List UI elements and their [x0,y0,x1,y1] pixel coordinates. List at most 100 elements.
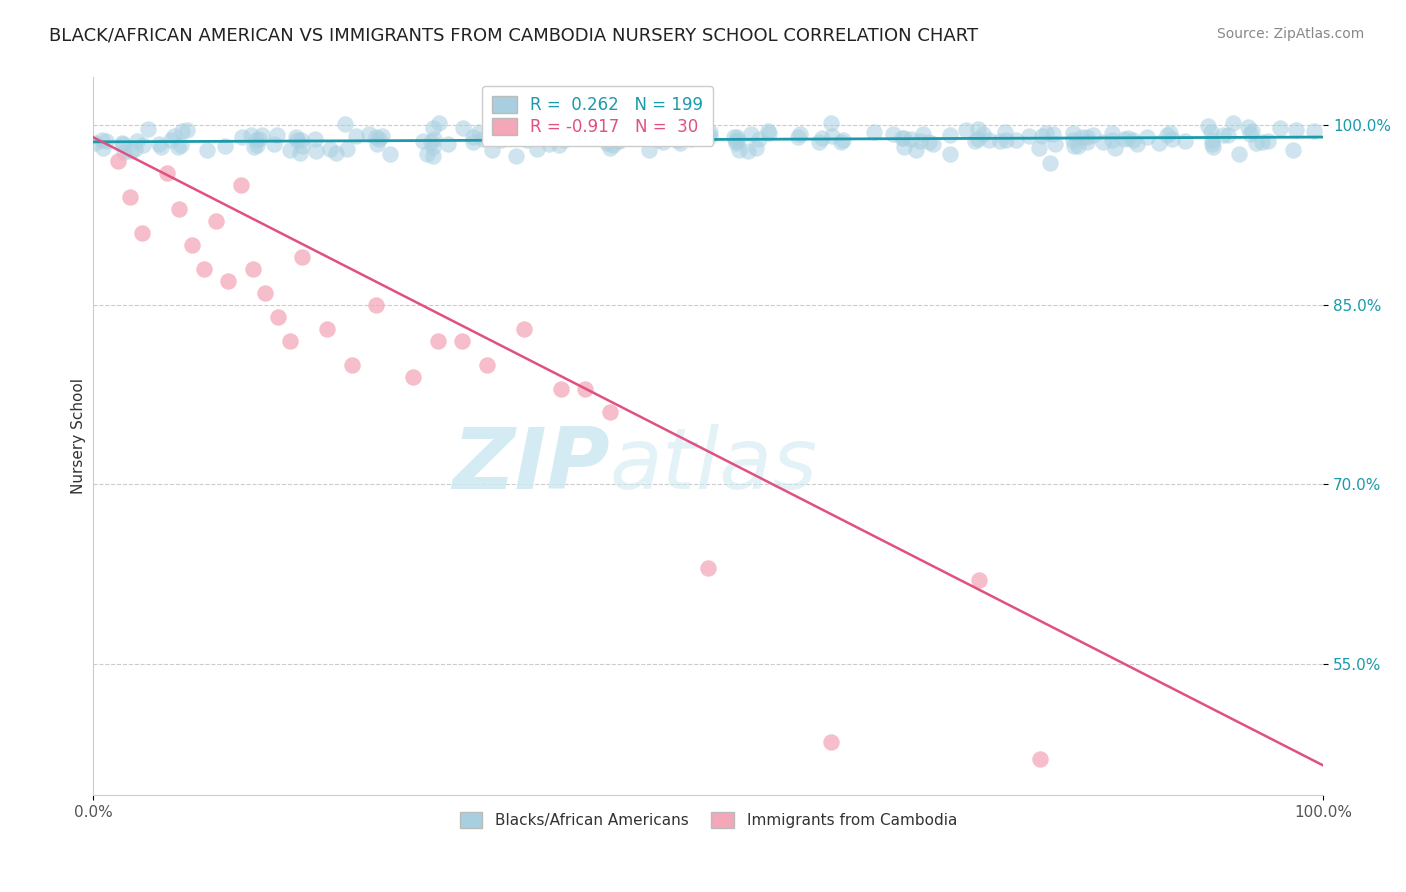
Point [1212,128,1234,142]
Point [686,130,709,145]
Point [475,358,498,372]
Point [1070,130,1092,145]
Point [633,129,655,144]
Point [1174,134,1197,148]
Point [111,136,134,151]
Point [468,125,491,139]
Point [516,133,538,147]
Point [1045,136,1067,151]
Point [231,129,253,144]
Point [651,125,673,139]
Point [602,137,624,152]
Point [972,127,994,141]
Point [472,132,495,146]
Point [180,238,202,252]
Point [955,123,977,137]
Point [967,132,990,146]
Point [1035,126,1057,140]
Point [1076,135,1098,149]
Point [246,138,269,153]
Point [607,134,630,148]
Point [1062,126,1084,140]
Point [606,122,628,136]
Point [1285,123,1308,137]
Point [422,121,444,136]
Point [107,154,129,169]
Point [1018,128,1040,143]
Point [319,142,342,156]
Point [537,137,560,152]
Point [994,125,1017,139]
Point [821,129,844,144]
Point [893,140,915,154]
Point [820,116,842,130]
Point [91,141,114,155]
Point [481,144,503,158]
Point [830,135,852,149]
Point [756,124,779,138]
Point [205,214,228,228]
Point [402,369,425,384]
Point [357,128,380,142]
Point [900,132,922,146]
Point [291,250,314,264]
Point [412,134,434,148]
Point [1029,752,1052,766]
Point [1042,127,1064,141]
Point [111,136,134,151]
Point [638,125,661,139]
Point [218,274,240,288]
Point [288,146,311,161]
Point [422,149,444,163]
Point [789,128,811,142]
Point [1222,116,1244,130]
Point [160,133,183,147]
Point [1201,133,1223,147]
Point [893,131,915,145]
Point [994,132,1017,146]
Point [607,133,630,147]
Point [1136,129,1159,144]
Point [1257,134,1279,148]
Point [278,334,301,348]
Point [169,202,191,216]
Point [1227,147,1250,161]
Point [451,334,474,348]
Point [247,132,270,146]
Point [112,145,135,160]
Point [416,147,439,161]
Point [461,135,484,149]
Point [547,138,569,153]
Point [1101,133,1123,147]
Point [522,129,544,144]
Point [176,123,198,137]
Text: Source: ZipAtlas.com: Source: ZipAtlas.com [1216,27,1364,41]
Point [1201,137,1223,152]
Point [505,149,527,163]
Point [1101,126,1123,140]
Point [84,136,107,151]
Legend: Blacks/African Americans, Immigrants from Cambodia: Blacks/African Americans, Immigrants fro… [454,806,963,834]
Point [553,132,575,146]
Point [591,129,613,144]
Point [664,132,686,146]
Point [1062,133,1084,147]
Point [167,140,190,154]
Point [637,119,659,133]
Point [278,143,301,157]
Point [965,134,987,148]
Point [1251,135,1274,149]
Point [697,128,720,142]
Point [537,120,560,135]
Point [1031,128,1053,143]
Point [366,137,388,152]
Point [1126,137,1149,152]
Point [305,144,328,158]
Point [426,334,449,348]
Point [592,132,614,146]
Point [748,132,770,146]
Point [1081,128,1104,143]
Point [744,140,766,154]
Point [148,136,170,151]
Point [727,132,749,146]
